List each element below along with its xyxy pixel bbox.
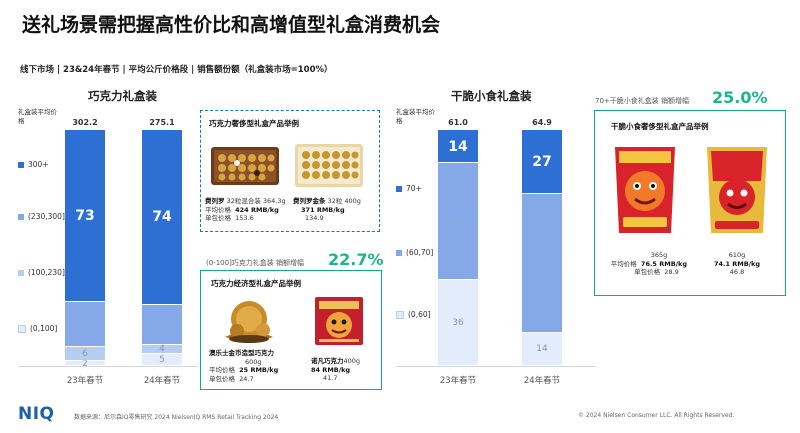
- product-info-snack-610g: 610g 74.1 RMB/kg 46.8: [713, 251, 761, 276]
- data-label: 27: [532, 153, 552, 170]
- callout-title: 巧克力经济型礼盒产品举例: [211, 279, 301, 288]
- chart-title-snack: 干脆小食礼盒装: [451, 89, 532, 103]
- legend-item-230-300: (230,300]: [18, 212, 65, 221]
- product-image-ferrero-mix: [209, 143, 281, 187]
- bar-segment: [438, 163, 478, 280]
- x-tick-label: 24年春节: [143, 376, 181, 386]
- footer-source: 数据来源：尼尔森IQ零售研究 2024 NielsenIQ RMS Retail…: [74, 414, 279, 421]
- legend-item-0-60: (0,60]: [396, 310, 431, 319]
- bar-total-label: 275.1: [149, 118, 175, 127]
- bar-segment: [65, 302, 105, 347]
- growth-value-choc: 22.7%: [328, 250, 384, 269]
- callout-choc-premium: 巧克力奢侈型礼盒产品举例 费列罗 32粒混合装 364.3g 平均价格: [200, 110, 380, 232]
- product-info-snack-365g: 365g 平均价格 76.5 RMB/kg 单包价格 28.9: [610, 251, 687, 276]
- callout-snack-premium: 干脆小食奢侈型礼盒产品举例 365g 平均价格 76.5 RMB/kg 单包价格…: [594, 110, 786, 296]
- bar-segment: [142, 130, 182, 304]
- bar-total-label: 302.2: [72, 118, 98, 127]
- callout-title: 干脆小食奢侈型礼盒产品举例: [611, 122, 709, 131]
- axis-label-snack: 礼盒装平均价格: [396, 108, 435, 125]
- bar-segment: [142, 304, 182, 344]
- data-label: 2: [82, 358, 88, 369]
- growth-value-snack: 25.0%: [712, 88, 768, 107]
- data-label: 49: [452, 216, 464, 227]
- bar-stack: 2 6 19 73: [65, 130, 105, 369]
- product-image-ferrero-gold: [293, 141, 365, 189]
- legend-item-300plus: 300+: [18, 160, 49, 169]
- bar-segment: [438, 130, 478, 163]
- product-image-snack-pack-610g: [701, 141, 773, 237]
- legend-item-60-70: (60,70]: [396, 248, 433, 257]
- legend-swatch: [396, 185, 402, 192]
- product-info-ferrero-gold: 费列罗金条 32粒 400g 371 RMB/kg 134.9: [293, 197, 361, 222]
- data-label: 36: [452, 318, 464, 329]
- bar-stack: 5 4 17 74: [142, 130, 182, 366]
- legend-item-70plus: 70+: [396, 184, 422, 193]
- chart-title-chocolate: 巧克力礼盒装: [88, 89, 157, 103]
- bar-total-label: 61.0: [448, 118, 468, 127]
- niq-logo: NIQ: [18, 404, 55, 424]
- callout-title: 巧克力奢侈型礼盒产品举例: [209, 119, 299, 128]
- legend-swatch: [18, 161, 24, 168]
- product-image-nuofan-chocolate: [313, 295, 365, 347]
- growth-note-snack: 70+干脆小食礼盒装 销额增幅: [595, 97, 689, 105]
- data-label: 4: [159, 344, 165, 355]
- legend-item-100-230: (100,230]: [18, 268, 65, 277]
- bar-segment: [142, 354, 182, 365]
- bar-stack: 14 59 27: [522, 130, 562, 366]
- bar-segment: [522, 332, 562, 365]
- bar-total-label: 64.9: [532, 118, 552, 127]
- product-info-ferrero-mix: 费列罗 32粒混合装 364.3g 平均价格 424 RMB/kg 单包价格 1…: [205, 197, 286, 222]
- bar-segment: [65, 130, 105, 302]
- data-label: 5: [159, 355, 165, 366]
- legend-swatch: [396, 249, 402, 256]
- footer-copyright: © 2024 Nielsen Consumer LLC. All Rights …: [578, 412, 735, 419]
- page-subtitle: 线下市场 | 23&24年春节 | 平均公斤价格段 | 销售额份额（礼盒装市场=…: [20, 65, 333, 75]
- data-label: 14: [536, 344, 548, 355]
- x-tick-label: 23年春节: [66, 376, 104, 386]
- bar-segment: [142, 344, 182, 354]
- data-label: 74: [152, 209, 172, 226]
- bar-segment: [522, 130, 562, 193]
- bar-segment: [522, 193, 562, 332]
- legend-swatch: [396, 310, 404, 319]
- bar-segment: [438, 280, 478, 365]
- legend-item-0-100: (0,100]: [18, 324, 57, 333]
- x-tick-label: 24年春节: [523, 376, 561, 386]
- product-info-gold-coin: 澳乐士金币造型巧克力 600g 平均价格 25 RMB/kg 单包价格 24.7: [209, 349, 279, 383]
- data-label: 14: [448, 138, 468, 155]
- data-label: 6: [82, 349, 88, 360]
- growth-note-choc: (0-100]巧克力礼盒装 销额增幅: [206, 259, 305, 267]
- x-tick-label: 23年春节: [439, 376, 477, 386]
- callout-choc-value: 巧克力经济型礼盒产品举例 澳乐士金币造型巧克力 600g 平均价格 25 RMB…: [200, 270, 382, 390]
- product-info-nuofan: 诺凡巧克力400g 84 RMB/kg 41.7: [311, 357, 361, 382]
- chart-baseline: [396, 366, 596, 367]
- data-label: 73: [75, 208, 95, 225]
- legend-swatch: [18, 213, 24, 220]
- product-image-snack-pack-365g: [609, 141, 681, 237]
- data-label: 17: [156, 319, 168, 330]
- product-image-gold-coin-chocolate: [219, 297, 279, 345]
- bar-segment: [65, 347, 105, 361]
- bar-segment: [65, 361, 105, 365]
- chart-baseline: [18, 366, 198, 367]
- data-label: 59: [536, 258, 548, 269]
- legend-swatch: [18, 324, 26, 333]
- legend-swatch: [18, 269, 24, 276]
- axis-label-chocolate: 礼盒装平均价格: [18, 108, 57, 125]
- page-title: 送礼场景需把握高性价比和高增值型礼盒消费机会: [22, 14, 441, 36]
- data-label: 19: [79, 319, 91, 330]
- bar-stack: 36 49 14: [438, 130, 478, 366]
